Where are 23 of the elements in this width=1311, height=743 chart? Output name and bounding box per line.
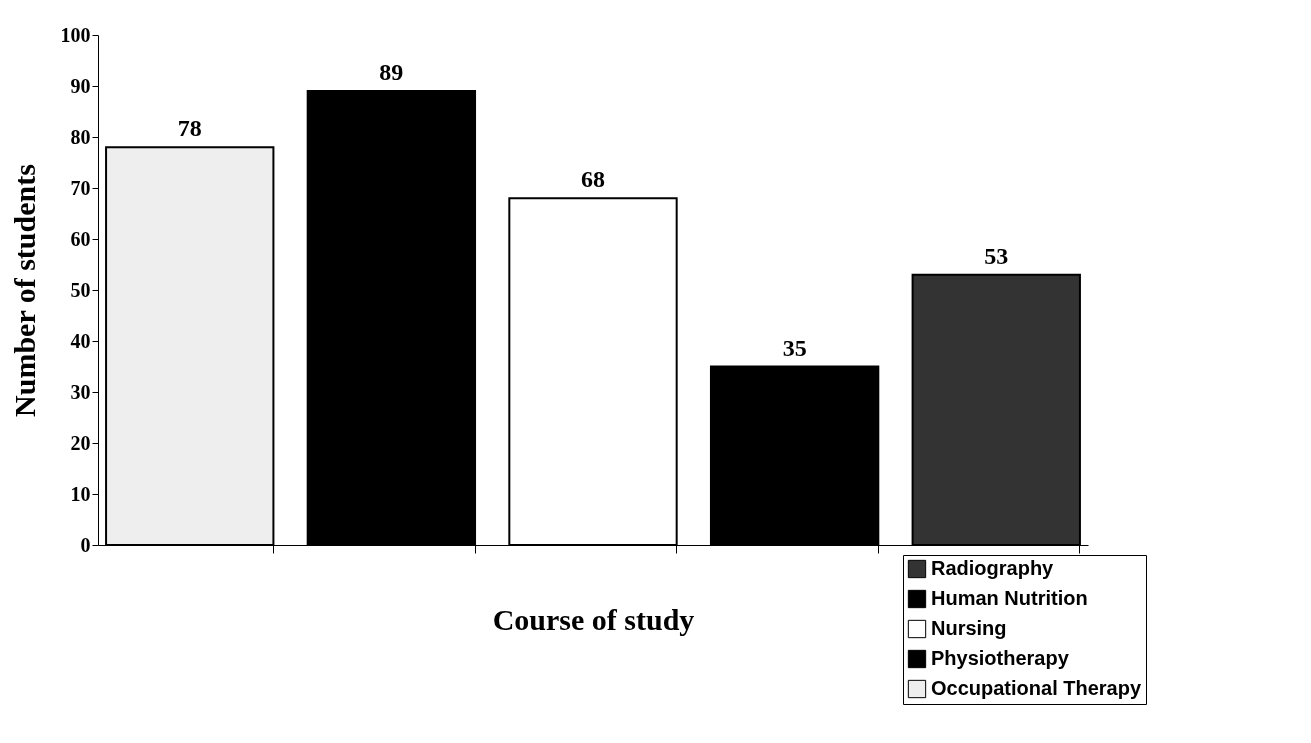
data-label: 53 xyxy=(984,242,1009,269)
y-tick-label: 20 xyxy=(70,431,91,454)
y-axis-title: Number of students xyxy=(7,164,41,417)
y-tick-label: 40 xyxy=(70,329,91,352)
y-tick-label: 80 xyxy=(70,125,91,148)
y-tick-label: 10 xyxy=(70,482,91,505)
y-tick-label: 90 xyxy=(70,74,91,97)
legend-label: Radiography xyxy=(931,557,1055,579)
y-tick-label: 60 xyxy=(70,227,91,250)
y-tick-label: 70 xyxy=(70,176,91,199)
data-label: 78 xyxy=(177,115,202,142)
y-tick-label: 30 xyxy=(70,380,91,403)
data-label: 35 xyxy=(782,334,807,361)
y-tick-label: 50 xyxy=(70,278,91,301)
legend-label: Physiotherapy xyxy=(931,647,1070,669)
data-label: 68 xyxy=(581,166,605,193)
legend-label: Occupational Therapy xyxy=(931,677,1142,699)
y-tick-label: 0 xyxy=(80,533,91,556)
legend-label: Nursing xyxy=(931,617,1007,639)
legend-label: Human Nutrition xyxy=(931,587,1088,609)
data-label: 89 xyxy=(379,59,404,86)
x-axis-title: Course of study xyxy=(492,602,695,636)
y-tick-label: 100 xyxy=(60,23,91,46)
